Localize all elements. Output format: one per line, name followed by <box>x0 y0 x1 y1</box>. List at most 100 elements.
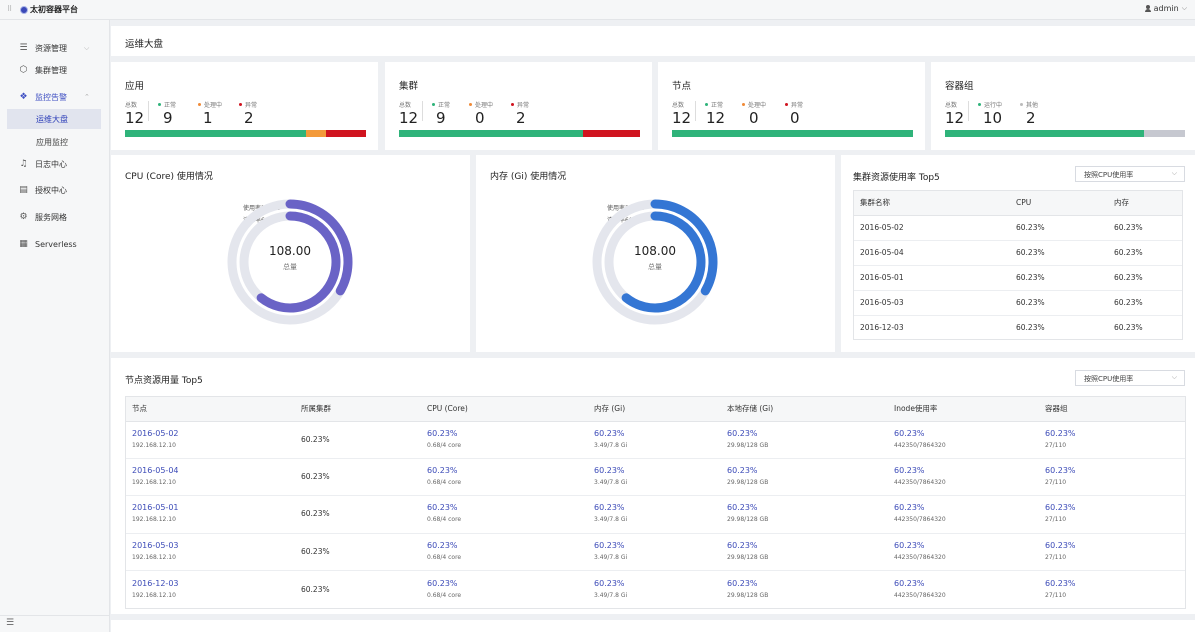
user-name: admin <box>1153 4 1179 13</box>
metric-value: 60.23% <box>1045 540 1076 550</box>
metric-value: 60.23% <box>594 578 625 588</box>
metric-detail: 29.98/128 GB <box>727 479 769 487</box>
metric-detail: 29.98/128 GB <box>727 553 769 561</box>
stat-title: 节点 <box>672 81 692 92</box>
total-value: 108.00 <box>634 244 676 258</box>
sidebar-item-serverless[interactable]: ▦ Serverless <box>0 233 110 255</box>
sidebar-item-monitoring[interactable]: ❖ 监控告警 ⌃ <box>0 86 110 108</box>
metric-detail: 0.68/4 core <box>427 591 462 599</box>
cluster-sort-select[interactable]: 按照CPU使用率 ⌵ <box>1075 166 1185 182</box>
table-header: 节点 所属集群 CPU (Core) 内存 (Gi) 本地存储 (Gi) Ino… <box>126 397 1185 422</box>
metric-detail: 0.68/4 core <box>427 516 462 524</box>
node-table: 节点 所属集群 CPU (Core) 内存 (Gi) 本地存储 (Gi) Ino… <box>126 397 1185 608</box>
sidebar-item-clusters[interactable]: ⬡ 集群管理 <box>0 59 110 81</box>
node-link[interactable]: 2016-05-01 <box>132 503 179 513</box>
metric-cell: 60.23% 442350/7864320 <box>888 495 1039 534</box>
metric-value: 60.23% <box>594 428 625 438</box>
metric-value: 60.23% <box>594 503 625 513</box>
status-dot <box>978 103 981 106</box>
usage-arc <box>285 199 353 296</box>
metric-detail: 3.49/7.8 Gi <box>594 479 628 487</box>
node-link[interactable]: 2016-05-04 <box>132 466 179 476</box>
collapse-menu-icon[interactable]: ☰ <box>6 618 15 628</box>
metric-detail: 27/110 <box>1045 441 1067 449</box>
table-cell: 60.23% <box>1108 290 1182 316</box>
metric-cell: 60.23% 27/110 <box>1039 533 1185 572</box>
metric-value: 60.23% <box>1045 503 1076 513</box>
table-cell: 60.23% <box>295 533 421 572</box>
metric-value: 60.23% <box>894 503 925 513</box>
cluster-link[interactable]: 2016-05-04 <box>854 240 1010 266</box>
metric-detail: 27/110 <box>1045 591 1067 599</box>
request-rate-label: 请求率60.8% <box>607 217 645 224</box>
node-ip: 192.168.12.10 <box>132 479 176 487</box>
progress-segment <box>399 130 584 137</box>
metric-cell: 60.23% 27/110 <box>1039 458 1185 497</box>
metric-detail: 27/110 <box>1045 553 1067 561</box>
status-dot <box>742 103 745 106</box>
cluster-link[interactable]: 2016-05-01 <box>854 265 1010 291</box>
stat-card-nodes: 节点 总数 正常 处理中 异常 12 12 0 0 <box>658 62 925 150</box>
metric-cell: 60.23% 29.98/128 GB <box>721 533 888 572</box>
chart-title: CPU (Core) 使用情况 <box>125 172 213 182</box>
status-dot <box>158 103 161 106</box>
stat-value: 0 <box>749 109 759 127</box>
user-menu[interactable]: admin ⌵ <box>1144 4 1187 13</box>
stat-label: 异常 <box>239 100 257 109</box>
apps-grid-icon[interactable]: ⠿ <box>7 5 12 13</box>
column-header: 本地存储 (Gi) <box>721 397 888 422</box>
sidebar-item-label: 监控告警 <box>35 92 67 102</box>
table-cell: 60.23% <box>1010 290 1108 316</box>
column-header: 内存 <box>1108 191 1182 216</box>
column-header: CPU <box>1010 191 1108 216</box>
node-sort-select[interactable]: 按照CPU使用率 ⌵ <box>1075 370 1185 386</box>
stat-progress-bar <box>125 130 366 137</box>
stat-value: 9 <box>436 109 446 127</box>
progress-segment <box>325 130 366 137</box>
node-top5-card: 节点资源用量 Top5 按照CPU使用率 ⌵ 节点 所属集群 CPU (Core… <box>111 358 1195 614</box>
stat-progress-bar <box>672 130 913 137</box>
metric-value: 60.23% <box>894 540 925 550</box>
brand-title: 太初容器平台 <box>30 5 78 14</box>
metric-value: 60.23% <box>594 540 625 550</box>
node-link[interactable]: 2016-12-03 <box>132 578 179 588</box>
server-icon: ▦ <box>19 238 28 249</box>
metric-detail: 0.68/4 core <box>427 479 462 487</box>
table-row: 2016-05-02 60.23% 60.23% <box>854 215 1182 241</box>
metric-detail: 29.98/128 GB <box>727 516 769 524</box>
cluster-link[interactable]: 2016-12-03 <box>860 323 904 333</box>
column-header: CPU (Core) <box>421 397 588 422</box>
sidebar-item-label: 服务网格 <box>35 212 67 222</box>
logo-icon <box>20 6 28 14</box>
sidebar-subitem-app-monitor[interactable]: 应用监控 <box>36 137 68 147</box>
stat-label: 总数 <box>945 102 958 109</box>
sidebar-item-auth[interactable]: ▤ 授权中心 <box>0 179 110 201</box>
metric-detail: 27/110 <box>1045 516 1067 524</box>
cluster-link[interactable]: 2016-05-03 <box>854 290 1010 316</box>
page-title: 运维大盘 <box>125 39 164 50</box>
sidebar-subitem-ops-dashboard[interactable]: 运维大盘 <box>7 109 101 129</box>
request-arc <box>621 211 706 313</box>
metric-cell: 60.23% 3.49/7.8 Gi <box>588 533 721 572</box>
node-ip: 192.168.12.10 <box>132 516 176 524</box>
metric-value: 60.23% <box>1045 466 1076 476</box>
sidebar-item-resources[interactable]: ☰ 资源管理 ⌵ <box>0 37 110 59</box>
node-link[interactable]: 2016-05-02 <box>132 428 179 438</box>
usage-arc <box>650 199 718 296</box>
metric-value: 60.23% <box>727 428 758 438</box>
cluster-table: 集群名称 CPU 内存 2016-05-02 60.23% 60.23% 2016-… <box>854 191 1182 340</box>
cluster-link[interactable]: 2016-05-02 <box>854 215 1010 241</box>
sidebar-item-logs[interactable]: ♫ 日志中心 <box>0 153 110 175</box>
node-link[interactable]: 2016-05-03 <box>132 540 179 550</box>
metric-value: 60.23% <box>727 540 758 550</box>
cpu-donut-chart <box>227 199 353 325</box>
sidebar-item-mesh[interactable]: ⚙ 服务网格 <box>0 206 110 228</box>
sidebar-item-label: 集群管理 <box>35 65 67 75</box>
progress-segment <box>945 130 1145 137</box>
table-cell: 60.23% <box>1108 215 1182 241</box>
stat-progress-bar <box>945 130 1185 137</box>
node-cell: 2016-05-03 192.168.12.10 <box>126 533 295 572</box>
table-cell: 60.23% <box>301 584 330 594</box>
status-dot <box>239 103 242 106</box>
top-bar: ⠿ 太初容器平台 admin ⌵ <box>0 0 1195 20</box>
